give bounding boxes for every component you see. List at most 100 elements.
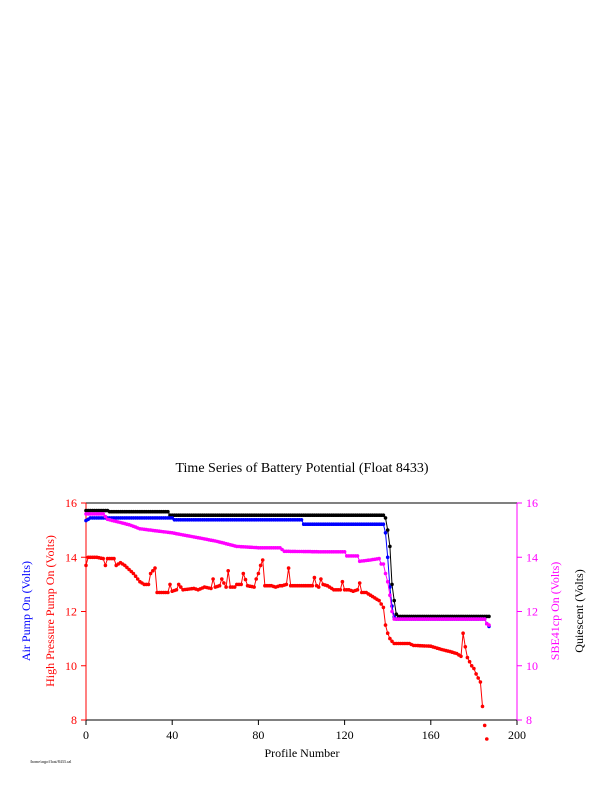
quiescent-point: [383, 516, 388, 520]
series-layer: [84, 508, 491, 741]
footer-note: /home/argo/float/8433.cal: [30, 759, 72, 764]
sbe41cp-point: [383, 571, 388, 576]
high-pressure-pump-point: [465, 655, 470, 660]
x-axis-label: Profile Number: [265, 746, 340, 760]
left-y-tick-label: 14: [65, 550, 77, 564]
quiescent-point: [392, 598, 397, 603]
high-pressure-pump-point: [241, 571, 246, 576]
high-pressure-pump-point: [377, 598, 381, 603]
high-pressure-pump-point: [355, 588, 360, 592]
high-pressure-pump-point: [131, 571, 136, 576]
left-y-tick-label: 16: [65, 496, 77, 510]
high-pressure-pump-point: [485, 737, 489, 741]
high-pressure-pump-line: [85, 556, 483, 707]
high-pressure-pump-point: [312, 575, 317, 580]
high-pressure-pump-point: [209, 586, 213, 591]
high-pressure-pump-point: [461, 631, 465, 635]
right-y-tick-label: 10: [526, 659, 538, 673]
high-pressure-pump-point: [148, 571, 153, 576]
x-tick-label: 80: [252, 728, 264, 742]
quiescent-series: [84, 508, 491, 619]
quiescent-line: [86, 510, 489, 617]
high-pressure-pump-point: [252, 585, 256, 589]
sbe41cp-point: [101, 512, 105, 516]
sbe41cp-point: [342, 550, 347, 554]
quiescent-point: [388, 544, 392, 549]
high-pressure-pump-point: [174, 588, 179, 592]
sbe41cp-point: [482, 617, 487, 621]
high-pressure-pump-point: [476, 676, 481, 680]
left-y-tick-label: 12: [65, 605, 77, 619]
quiescent-point: [390, 582, 394, 587]
high-pressure-pump-point: [383, 623, 388, 627]
right-y-tick-label: 14: [526, 550, 538, 564]
high-pressure-pump-point: [469, 664, 474, 668]
high-pressure-pump-point: [474, 672, 478, 676]
high-pressure-pump-point: [153, 566, 157, 570]
high-pressure-pump-point: [168, 582, 172, 587]
x-tick-label: 200: [508, 728, 526, 742]
high-pressure-pump-point: [472, 666, 476, 671]
high-pressure-pump-point: [480, 704, 485, 709]
quiescent-point: [487, 614, 491, 619]
high-pressure-pump-point: [310, 583, 315, 588]
left-axis-label-high-pressure-pump: High Pressure Pump On (Volts): [43, 535, 57, 687]
high-pressure-pump-point: [284, 582, 289, 587]
air-pump-point: [381, 522, 386, 526]
air-pump-point: [383, 531, 388, 535]
high-pressure-pump-point: [286, 566, 291, 570]
high-pressure-pump-point: [146, 582, 151, 587]
high-pressure-pump-point: [179, 585, 183, 589]
high-pressure-pump-point: [224, 585, 228, 589]
sbe41cp-point: [377, 556, 381, 561]
plot-frame: [85, 502, 518, 721]
sbe41cp-series: [84, 512, 491, 627]
high-pressure-pump-point: [260, 558, 265, 562]
left-axis-label-air-pump: Air Pump On (Volts): [19, 561, 33, 661]
right-axis-label-sbe41cp: SBE41cp On (Volts): [548, 562, 562, 660]
high-pressure-pump-point: [222, 581, 226, 585]
high-pressure-pump-point: [133, 574, 138, 578]
high-pressure-pump-point: [390, 639, 394, 644]
high-pressure-pump-point: [467, 659, 472, 664]
high-pressure-pump-point: [256, 571, 261, 576]
x-tick-label: 0: [83, 728, 89, 742]
air-pump-point: [385, 555, 390, 560]
high-pressure-pump-point: [340, 579, 345, 584]
left-y-tick-label: 8: [71, 713, 77, 727]
high-pressure-pump-point: [338, 588, 343, 592]
high-pressure-pump-point: [112, 556, 116, 561]
sbe41cp-point: [388, 593, 392, 597]
sbe41cp-point: [355, 554, 360, 558]
high-pressure-pump-point: [243, 577, 248, 582]
right-y-tick-label: 16: [526, 496, 538, 510]
high-pressure-pump-point: [103, 563, 108, 568]
right-y-tick-label: 12: [526, 605, 538, 619]
x-tick-label: 40: [166, 728, 178, 742]
high-pressure-pump-point: [316, 585, 321, 589]
air-pump-series: [84, 516, 491, 629]
high-pressure-pump-point: [258, 563, 263, 568]
high-pressure-pump-point: [84, 563, 88, 568]
right-axis-label-quiescent: Quiescent (Volts): [572, 569, 586, 652]
high-pressure-pump-point: [357, 581, 362, 585]
high-pressure-pump-point: [463, 645, 468, 649]
high-pressure-pump-point: [478, 680, 483, 684]
high-pressure-pump-point: [482, 723, 487, 728]
high-pressure-pump-point: [220, 577, 224, 581]
high-pressure-pump-point: [176, 582, 181, 587]
sbe41cp-point: [487, 623, 491, 627]
air-pump-line: [85, 517, 490, 627]
high-pressure-pump-point: [381, 605, 386, 610]
high-pressure-pump-point: [166, 590, 170, 595]
high-pressure-pump-point: [217, 583, 222, 588]
sbe41cp-point: [390, 609, 394, 614]
high-pressure-pump-point: [211, 577, 215, 581]
high-pressure-pump-point: [254, 577, 258, 581]
left-y-tick-label: 10: [65, 659, 77, 673]
high-pressure-pump-series: [84, 555, 489, 741]
high-pressure-pump-point: [319, 577, 323, 581]
x-tick-label: 160: [422, 728, 440, 742]
high-pressure-pump-point: [379, 602, 384, 606]
